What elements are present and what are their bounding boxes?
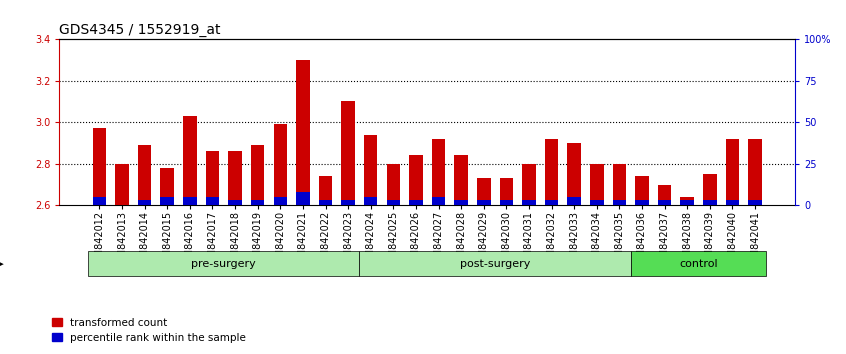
Bar [161, 197, 174, 205]
Text: specimen ▶: specimen ▶ [0, 259, 4, 269]
Bar [93, 197, 107, 205]
Bar [522, 200, 536, 205]
Bar [364, 197, 377, 205]
Bar [273, 124, 287, 205]
Bar [431, 139, 445, 205]
Bar [545, 200, 558, 205]
Text: post-surgery: post-surgery [460, 259, 530, 269]
Bar [590, 200, 603, 205]
Bar [454, 200, 468, 205]
Bar [206, 197, 219, 205]
Bar [161, 168, 174, 205]
Bar [613, 164, 626, 205]
Bar [183, 197, 196, 205]
Bar [477, 178, 491, 205]
Bar [680, 200, 694, 205]
Bar [228, 151, 242, 205]
Bar [500, 178, 514, 205]
Bar [748, 200, 761, 205]
Bar [703, 200, 717, 205]
Bar [635, 200, 649, 205]
Bar [635, 176, 649, 205]
Bar [319, 200, 332, 205]
Bar [726, 139, 739, 205]
Bar [500, 200, 514, 205]
Bar [251, 200, 265, 205]
Bar [477, 200, 491, 205]
Bar [387, 200, 400, 205]
Bar [726, 200, 739, 205]
Bar [431, 197, 445, 205]
Bar [409, 200, 423, 205]
Bar [319, 176, 332, 205]
Bar [183, 116, 196, 205]
Bar [748, 139, 761, 205]
Bar [115, 164, 129, 205]
Text: control: control [679, 259, 717, 269]
Bar [658, 200, 672, 205]
Bar [273, 197, 287, 205]
Bar [93, 129, 107, 205]
Bar [228, 200, 242, 205]
Text: pre-surgery: pre-surgery [191, 259, 256, 269]
Bar [568, 143, 581, 205]
Bar [522, 164, 536, 205]
Bar [296, 192, 310, 205]
Bar [296, 60, 310, 205]
Bar [206, 151, 219, 205]
Text: GDS4345 / 1552919_at: GDS4345 / 1552919_at [59, 23, 221, 36]
Bar [454, 155, 468, 205]
Legend: transformed count, percentile rank within the sample: transformed count, percentile rank withi… [47, 314, 250, 347]
Bar [341, 101, 354, 205]
Bar [590, 164, 603, 205]
Bar [138, 145, 151, 205]
Bar [703, 174, 717, 205]
Bar [409, 155, 423, 205]
Bar [138, 200, 151, 205]
Bar [568, 197, 581, 205]
Bar [364, 135, 377, 205]
Bar [341, 200, 354, 205]
Bar [680, 197, 694, 205]
Bar [387, 164, 400, 205]
Bar [251, 145, 265, 205]
Bar [545, 139, 558, 205]
Bar [658, 184, 672, 205]
Bar [613, 200, 626, 205]
